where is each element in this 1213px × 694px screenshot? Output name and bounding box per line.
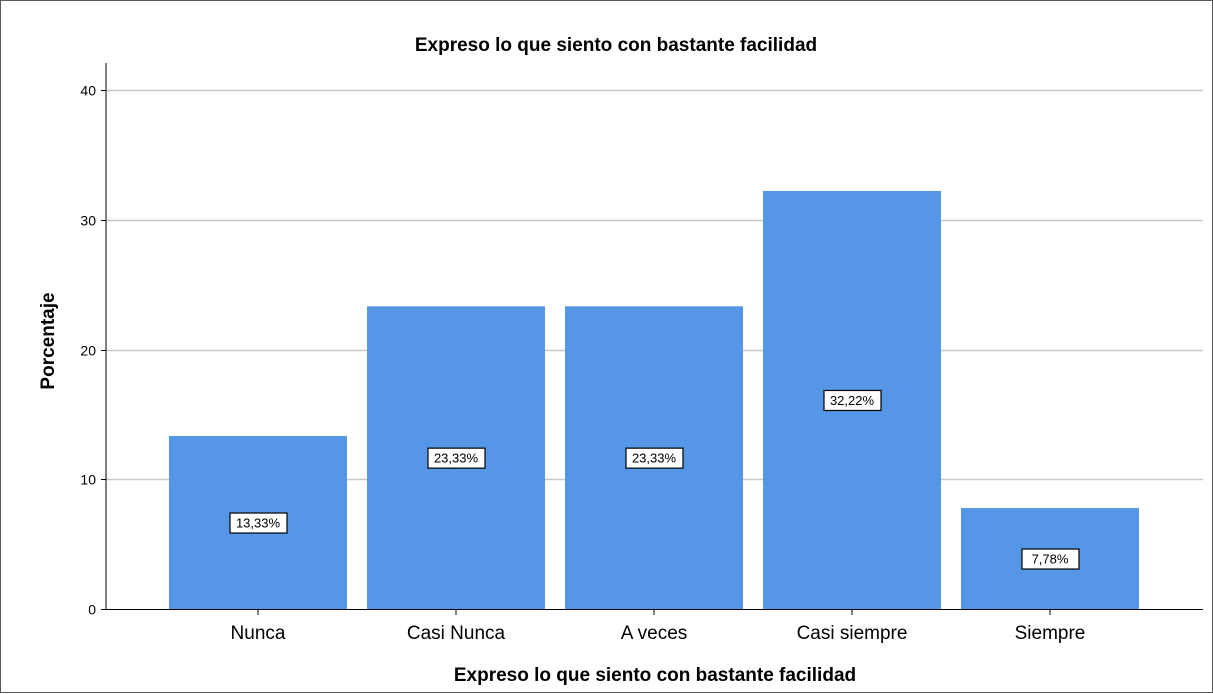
- y-tick-label: 30: [80, 213, 96, 229]
- y-tick-label: 0: [88, 602, 96, 618]
- data-label: 7,78%: [1032, 552, 1069, 567]
- x-tick-label: Siempre: [1015, 623, 1086, 644]
- data-label-box: [1021, 548, 1080, 570]
- data-label: 23,33%: [434, 451, 479, 466]
- data-label: 13,33%: [236, 516, 281, 531]
- y-axis-ticks: 0 10 20 30 40: [80, 83, 106, 618]
- x-tick-label: Casi Nunca: [407, 623, 506, 644]
- data-label-box: [427, 447, 486, 469]
- x-axis-title: Expreso lo que siento con bastante facil…: [454, 665, 856, 686]
- chart-title: Expreso lo que siento con bastante facil…: [415, 35, 817, 56]
- x-tick-label: Nunca: [231, 623, 286, 644]
- data-labels: 13,33% 23,33% 23,33% 32,22% 7,78%: [229, 389, 1080, 570]
- x-axis-ticks: Nunca Casi Nunca A veces Casi siempre Siempr…: [231, 609, 1086, 644]
- y-tick-label: 40: [80, 83, 96, 99]
- x-tick-label: Casi siempre: [797, 623, 908, 644]
- data-label: 23,33%: [632, 451, 677, 466]
- data-label-box: [625, 447, 684, 469]
- bars: [169, 190, 1139, 609]
- data-label: 32,22%: [830, 393, 875, 408]
- y-tick-label: 10: [80, 472, 96, 488]
- y-tick-label: 20: [80, 343, 96, 359]
- x-tick-label: A veces: [621, 623, 688, 644]
- data-label-box: [823, 389, 882, 412]
- y-axis-title: Porcentaje: [38, 292, 59, 389]
- data-label-box: [229, 512, 288, 534]
